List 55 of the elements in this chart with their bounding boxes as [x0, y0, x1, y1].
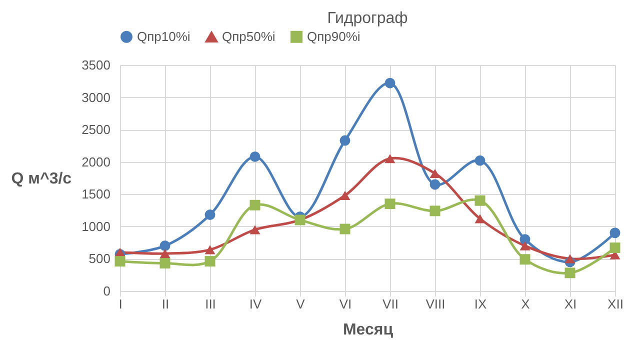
point	[384, 154, 396, 164]
x-tick-label: V	[296, 296, 306, 312]
y-tick-label: 2500	[82, 122, 110, 138]
point	[204, 256, 216, 267]
point	[384, 198, 396, 210]
point	[250, 200, 260, 210]
x-axis-title: Месяц	[342, 322, 394, 338]
point	[474, 214, 486, 224]
point	[474, 195, 486, 206]
point	[474, 155, 486, 166]
point	[160, 240, 170, 252]
x-tick-label: IV	[249, 296, 262, 312]
point	[160, 258, 170, 268]
y-tick-label: 2000	[82, 154, 110, 170]
x-tick-label: VIII	[426, 296, 446, 312]
x-tick-label: X	[521, 296, 530, 312]
y-tick-label: 1500	[82, 186, 110, 202]
point	[340, 224, 350, 234]
point	[430, 206, 440, 216]
y-tick-label: 1000	[82, 218, 110, 234]
point	[114, 256, 126, 267]
x-tick-label: VI	[339, 296, 352, 312]
x-tick-label: II	[162, 296, 170, 312]
y-axis-title: Q м^3/с	[11, 170, 72, 188]
legend-label: Qпр10%i	[137, 28, 190, 44]
y-tick-label: 500	[88, 251, 110, 266]
chart-title: Гидрограф	[327, 10, 408, 27]
y-tick-label: 0	[103, 284, 110, 298]
x-tick-label: XII	[608, 296, 624, 312]
x-tick-label: XI	[564, 296, 577, 312]
x-tick-label: III	[205, 296, 216, 312]
point	[610, 242, 620, 253]
point	[250, 151, 260, 162]
legend-label: Qпр50%i	[222, 29, 276, 44]
x-tick-label: VII	[382, 296, 398, 312]
point	[204, 210, 216, 220]
point	[564, 254, 576, 264]
y-tick-label: 3500	[82, 58, 110, 72]
point	[204, 245, 216, 254]
point	[520, 241, 530, 250]
x-tick-label: IX	[474, 296, 487, 312]
x-tick-label: I	[118, 296, 122, 312]
point	[340, 135, 350, 146]
point	[384, 78, 396, 88]
point	[250, 225, 260, 234]
legend-label: Qпр90%i	[307, 28, 360, 44]
point	[430, 168, 440, 178]
point	[430, 179, 440, 190]
point	[520, 234, 530, 245]
point	[610, 228, 620, 238]
point	[340, 190, 350, 200]
point	[520, 254, 530, 265]
point	[160, 249, 170, 258]
y-tick-label: 3000	[82, 90, 110, 105]
point	[564, 268, 576, 278]
